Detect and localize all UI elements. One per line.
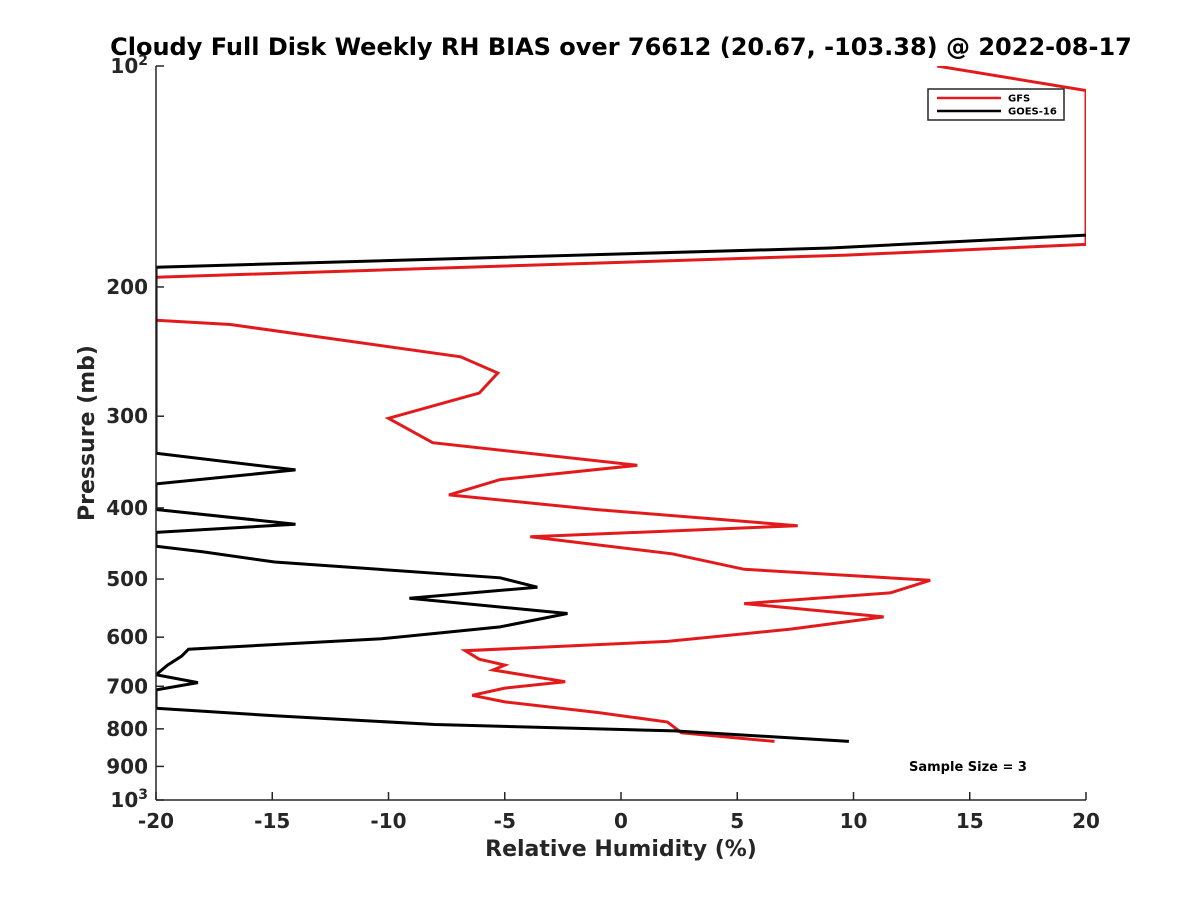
y-tick-label: 300 — [106, 404, 148, 428]
x-tick-label: 15 — [956, 809, 984, 833]
y-tick-label: 500 — [106, 567, 148, 591]
chart-title: Cloudy Full Disk Weekly RH BIAS over 766… — [110, 33, 1132, 61]
y-tick-label: 900 — [106, 754, 148, 778]
x-tick-label: 0 — [614, 809, 628, 833]
y-ticks: 102 200 300 400 500 600 700 800 900 103 — [106, 53, 164, 812]
x-axis-label: Relative Humidity (%) — [485, 837, 757, 862]
legend: GFS GOES-16 — [927, 88, 1065, 121]
y-tick-label: 600 — [106, 625, 148, 649]
x-tick-label: 5 — [730, 809, 744, 833]
y-axis-label: Pressure (mb) — [75, 345, 100, 521]
y-tick-label: 700 — [106, 674, 148, 698]
sample-size-annotation: Sample Size = 3 — [909, 760, 1027, 775]
series-line-goes-16 — [156, 233, 1086, 743]
legend-box — [927, 88, 1065, 121]
y-tick-label: 102 — [110, 53, 148, 78]
x-tick-label: -15 — [254, 809, 290, 833]
y-tick-label: 200 — [106, 275, 148, 299]
legend-label: GOES-16 — [1008, 107, 1057, 118]
legend-label: GFS — [1008, 94, 1030, 105]
y-tick-label: 103 — [110, 787, 148, 812]
x-tick-label: 10 — [840, 809, 868, 833]
x-tick-label: 20 — [1072, 809, 1100, 833]
series-group — [156, 66, 1086, 743]
x-tick-label: -10 — [370, 809, 406, 833]
x-tick-label: -20 — [138, 809, 174, 833]
x-tick-label: -5 — [494, 809, 516, 833]
y-tick-label: 800 — [106, 717, 148, 741]
x-ticks: -20 -15 -10 -5 0 5 10 15 20 — [138, 792, 1100, 833]
y-tick-label: 400 — [106, 496, 148, 520]
axes — [155, 66, 1086, 801]
series-line-gfs — [156, 66, 1086, 743]
